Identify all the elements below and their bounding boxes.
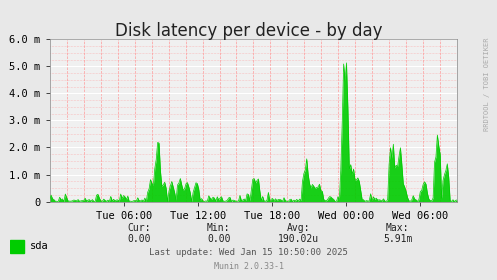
Text: 5.91m: 5.91m [383,234,413,244]
Text: RRDTOOL / TOBI OETIKER: RRDTOOL / TOBI OETIKER [484,37,490,131]
Text: Avg:: Avg: [286,223,310,233]
Bar [10,240,24,253]
Text: Max:: Max: [386,223,410,233]
Text: Min:: Min: [207,223,231,233]
Text: 0.00: 0.00 [207,234,231,244]
Text: Last update: Wed Jan 15 10:50:00 2025: Last update: Wed Jan 15 10:50:00 2025 [149,248,348,257]
Text: sda: sda [30,241,49,251]
Text: 0.00: 0.00 [127,234,151,244]
Text: 190.02u: 190.02u [278,234,319,244]
Text: Cur:: Cur: [127,223,151,233]
Text: Munin 2.0.33-1: Munin 2.0.33-1 [214,262,283,271]
Text: Disk latency per device - by day: Disk latency per device - by day [115,22,382,40]
